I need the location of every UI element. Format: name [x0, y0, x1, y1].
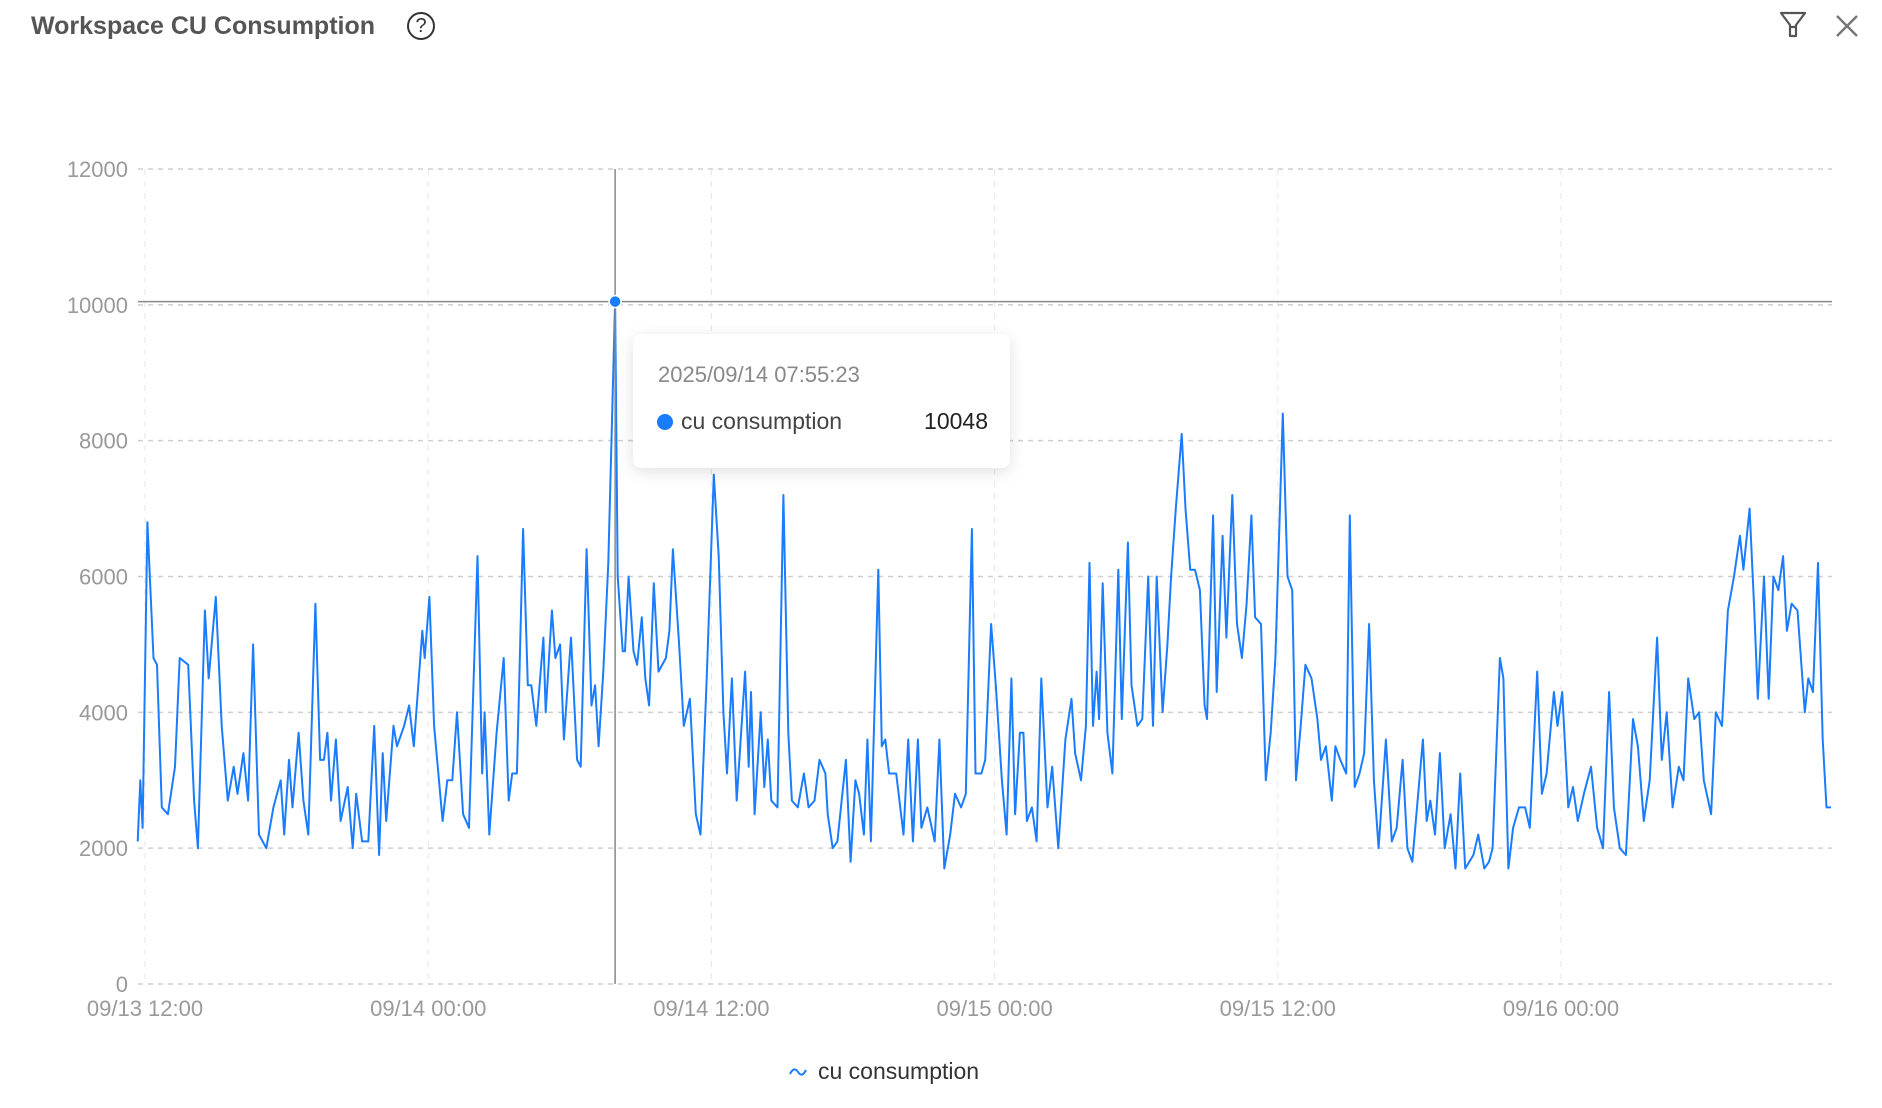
tooltip-datetime: 2025/09/14 07:55:23	[658, 362, 860, 387]
page-title: Workspace CU Consumption	[31, 12, 376, 40]
y-tick-label: 10000	[67, 293, 128, 318]
chart-tooltip: 2025/09/14 07:55:23 cu consumption 10048	[633, 334, 1010, 468]
series-color-dot	[657, 414, 673, 430]
y-tick-label: 12000	[67, 157, 128, 182]
legend-label: cu consumption	[818, 1058, 980, 1084]
hovered-data-point	[608, 294, 622, 309]
filter-icon[interactable]	[1775, 8, 1811, 44]
y-tick-label: 0	[116, 972, 128, 997]
y-tick-label: 8000	[79, 429, 128, 454]
tooltip-value: 10048	[924, 408, 988, 434]
y-tick-label: 6000	[79, 565, 128, 590]
x-tick-label: 09/14 12:00	[653, 996, 769, 1021]
y-tick-label: 2000	[79, 836, 128, 861]
y-tick-label: 4000	[79, 700, 128, 725]
x-tick-label: 09/15 00:00	[936, 996, 1052, 1021]
help-icon[interactable]: ?	[407, 12, 435, 40]
line-series-icon	[789, 1067, 807, 1076]
x-tick-label: 09/16 00:00	[1503, 996, 1619, 1021]
legend-item-cu-consumption[interactable]: cu consumption	[788, 1058, 979, 1085]
tooltip-series-name: cu consumption	[681, 408, 843, 434]
x-tick-label: 09/13 12:00	[87, 996, 203, 1021]
x-tick-label: 09/15 12:00	[1220, 996, 1336, 1021]
x-tick-label: 09/14 00:00	[370, 996, 486, 1021]
close-icon[interactable]	[1829, 8, 1865, 44]
series-line-cu-consumption	[136, 300, 1831, 870]
